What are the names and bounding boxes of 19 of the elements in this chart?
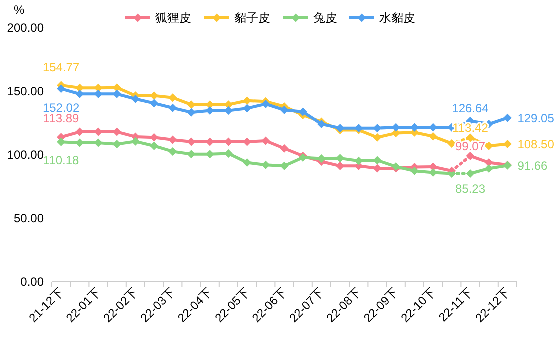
data-label: 110.18	[43, 153, 80, 168]
data-label: 108.50	[518, 137, 554, 152]
data-label: 99.07	[455, 139, 486, 154]
data-label: 129.05	[518, 111, 554, 126]
y-tick-label: 100.00	[7, 148, 44, 162]
legend-label: 兔皮	[314, 11, 338, 26]
data-label: 126.64	[452, 101, 490, 116]
y-axis-title: %	[14, 3, 25, 17]
legend-label: 水貂皮	[380, 11, 416, 26]
y-tick-label: 200.00	[7, 21, 44, 36]
legend-label: 貂子皮	[234, 11, 270, 26]
data-label: 85.23	[455, 182, 486, 196]
y-tick-label: 50.00	[14, 212, 44, 226]
y-tick-label: 150.00	[7, 84, 44, 99]
y-tick-label: 0.00	[20, 275, 44, 290]
data-label: 91.66	[518, 158, 548, 173]
legend-label: 狐狸皮	[156, 11, 192, 26]
data-label: 154.77	[42, 60, 80, 75]
data-label: 113.42	[452, 121, 489, 136]
